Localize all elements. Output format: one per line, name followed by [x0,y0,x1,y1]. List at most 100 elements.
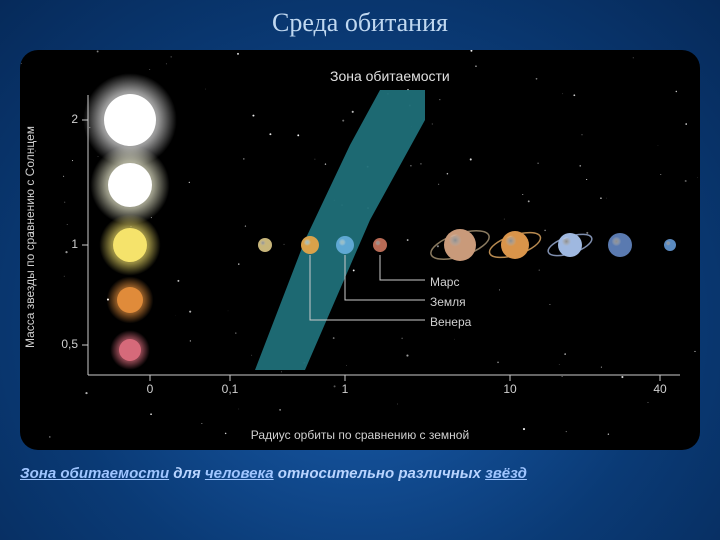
callout-line [380,255,425,280]
x-tick-label: 1 [325,382,365,396]
bg-star [64,276,65,277]
bg-star [586,232,588,234]
caption-link[interactable]: звёзд [485,465,527,482]
bg-star [406,354,408,356]
bg-star [564,353,566,355]
bg-star [685,123,687,125]
bg-star [470,158,472,160]
bg-star [528,200,530,202]
bg-star [658,145,659,146]
bg-star [72,160,73,161]
bg-star [536,78,538,80]
bg-star [633,58,634,59]
bg-star [238,409,239,410]
bg-star [562,93,563,94]
bg-star [407,239,409,241]
bg-star [410,165,411,166]
bg-star [238,263,239,264]
callout-label: Венера [430,315,471,329]
bg-star [251,355,252,356]
planet-jupiter [444,229,476,261]
slide-title: Среда обитания [0,0,720,38]
star-2.0 [104,94,156,146]
bg-star [85,392,87,394]
star-0.7 [117,287,143,313]
x-tick-label: 0 [130,382,170,396]
bg-star [149,69,150,70]
bg-star [562,376,563,377]
bg-star [252,115,254,117]
x-tick-label: 40 [640,382,680,396]
bg-star [676,91,677,92]
bg-star [284,244,285,245]
bg-star [243,158,245,160]
bg-star [325,163,326,164]
bg-star [648,402,649,403]
bg-star [504,219,505,220]
bg-star [660,174,661,175]
bg-star [201,423,202,424]
bg-star [694,351,695,352]
bg-star [281,372,282,373]
planet-pluto [664,239,676,251]
star-1.5 [108,163,152,207]
bg-star [67,224,68,225]
planet-mercury [258,238,272,252]
bg-star [401,338,402,339]
bg-star [499,289,500,290]
bg-star [600,197,602,199]
bg-star [601,367,602,368]
star-1.0 [113,228,147,262]
bg-star [63,176,64,177]
bg-star [550,304,551,305]
bg-star [470,50,472,52]
bg-star [65,251,67,253]
callout-label: Марс [430,275,459,289]
y-axis-label: Масса звезды по сравнению с Солнцем [23,107,37,367]
bg-star [582,134,583,135]
bg-star [697,177,698,178]
bg-star [353,270,355,272]
bg-star [228,311,229,312]
planet-mars [373,238,387,252]
bg-star [685,180,687,182]
bg-star [245,225,246,226]
bg-star [21,63,22,64]
x-tick-label: 10 [490,382,530,396]
bg-star [573,94,575,96]
bg-star [522,194,523,195]
y-tick-label: 0,5 [58,337,78,351]
callout-label: Земля [430,295,466,309]
habitable-zone-band [255,90,425,370]
planet-uranus [558,233,582,257]
bg-star [297,134,299,136]
bg-star [166,64,167,65]
bg-star [346,365,347,366]
bg-star [333,337,335,339]
planet-venus [301,236,319,254]
bg-star [190,340,191,341]
bg-star [352,111,354,113]
bg-star [279,409,281,411]
planet-saturn [501,231,529,259]
planet-neptune [608,233,632,257]
bg-star [454,339,455,340]
bg-star [342,120,344,122]
bg-star [437,245,439,247]
bg-star [397,404,398,405]
bg-star [539,269,540,270]
bg-star [447,173,449,175]
bg-star [235,332,236,333]
caption-link[interactable]: человека [205,465,274,482]
bg-star [439,99,440,100]
bg-star [438,184,439,185]
caption-link[interactable]: Зона обитаемости [20,465,169,482]
bg-star [432,124,433,125]
bg-star [205,89,206,90]
caption-text: относительно различных [274,465,485,482]
bg-star [98,156,99,157]
bg-star [171,56,172,57]
bg-star [97,51,99,53]
bg-star [621,376,623,378]
bg-star [475,66,476,67]
